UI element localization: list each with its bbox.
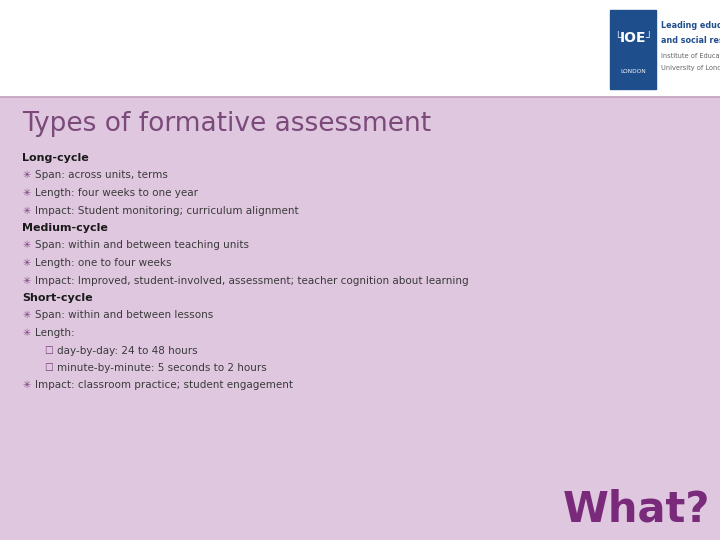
Text: ✳: ✳ <box>22 310 30 321</box>
Text: ┘: ┘ <box>645 33 652 43</box>
Text: ☐: ☐ <box>44 363 53 373</box>
Text: ✳: ✳ <box>22 328 30 338</box>
Text: ✳: ✳ <box>22 240 30 251</box>
Text: day-by-day: 24 to 48 hours: day-by-day: 24 to 48 hours <box>57 346 197 355</box>
Text: Short-cycle: Short-cycle <box>22 293 93 303</box>
Bar <box>610 10 656 89</box>
Text: University of London: University of London <box>661 65 720 71</box>
Text: Span: across units, terms: Span: across units, terms <box>35 171 168 180</box>
Bar <box>0 0 720 97</box>
Text: Leading education: Leading education <box>661 21 720 30</box>
Text: Length: four weeks to one year: Length: four weeks to one year <box>35 188 198 198</box>
Text: ✳: ✳ <box>22 275 30 286</box>
Text: ✳: ✳ <box>22 206 30 215</box>
Text: Types of formative assessment: Types of formative assessment <box>22 111 431 137</box>
Text: LONDON: LONDON <box>620 69 646 74</box>
Text: Impact: classroom practice; student engagement: Impact: classroom practice; student enga… <box>35 381 293 390</box>
Text: Span: within and between teaching units: Span: within and between teaching units <box>35 240 249 251</box>
Text: Long-cycle: Long-cycle <box>22 153 89 163</box>
Text: ✳: ✳ <box>22 381 30 390</box>
Text: └: └ <box>614 33 621 43</box>
Text: What?: What? <box>562 488 710 530</box>
Text: Length:: Length: <box>35 328 75 338</box>
Text: ☐: ☐ <box>44 346 53 355</box>
Text: Span: within and between lessons: Span: within and between lessons <box>35 310 213 321</box>
Text: Impact: Student monitoring; curriculum alignment: Impact: Student monitoring; curriculum a… <box>35 206 299 215</box>
Text: IOE: IOE <box>620 31 647 45</box>
Text: Impact: Improved, student-involved, assessment; teacher cognition about learning: Impact: Improved, student-involved, asse… <box>35 275 469 286</box>
Text: Medium-cycle: Medium-cycle <box>22 223 108 233</box>
Text: Length: one to four weeks: Length: one to four weeks <box>35 258 171 268</box>
Text: ✳: ✳ <box>22 258 30 268</box>
Text: ✳: ✳ <box>22 188 30 198</box>
Bar <box>0 97 720 540</box>
Text: ✳: ✳ <box>22 171 30 180</box>
Text: Institute of Education: Institute of Education <box>661 53 720 59</box>
Text: minute-by-minute: 5 seconds to 2 hours: minute-by-minute: 5 seconds to 2 hours <box>57 363 266 373</box>
Text: and social research: and social research <box>661 36 720 44</box>
